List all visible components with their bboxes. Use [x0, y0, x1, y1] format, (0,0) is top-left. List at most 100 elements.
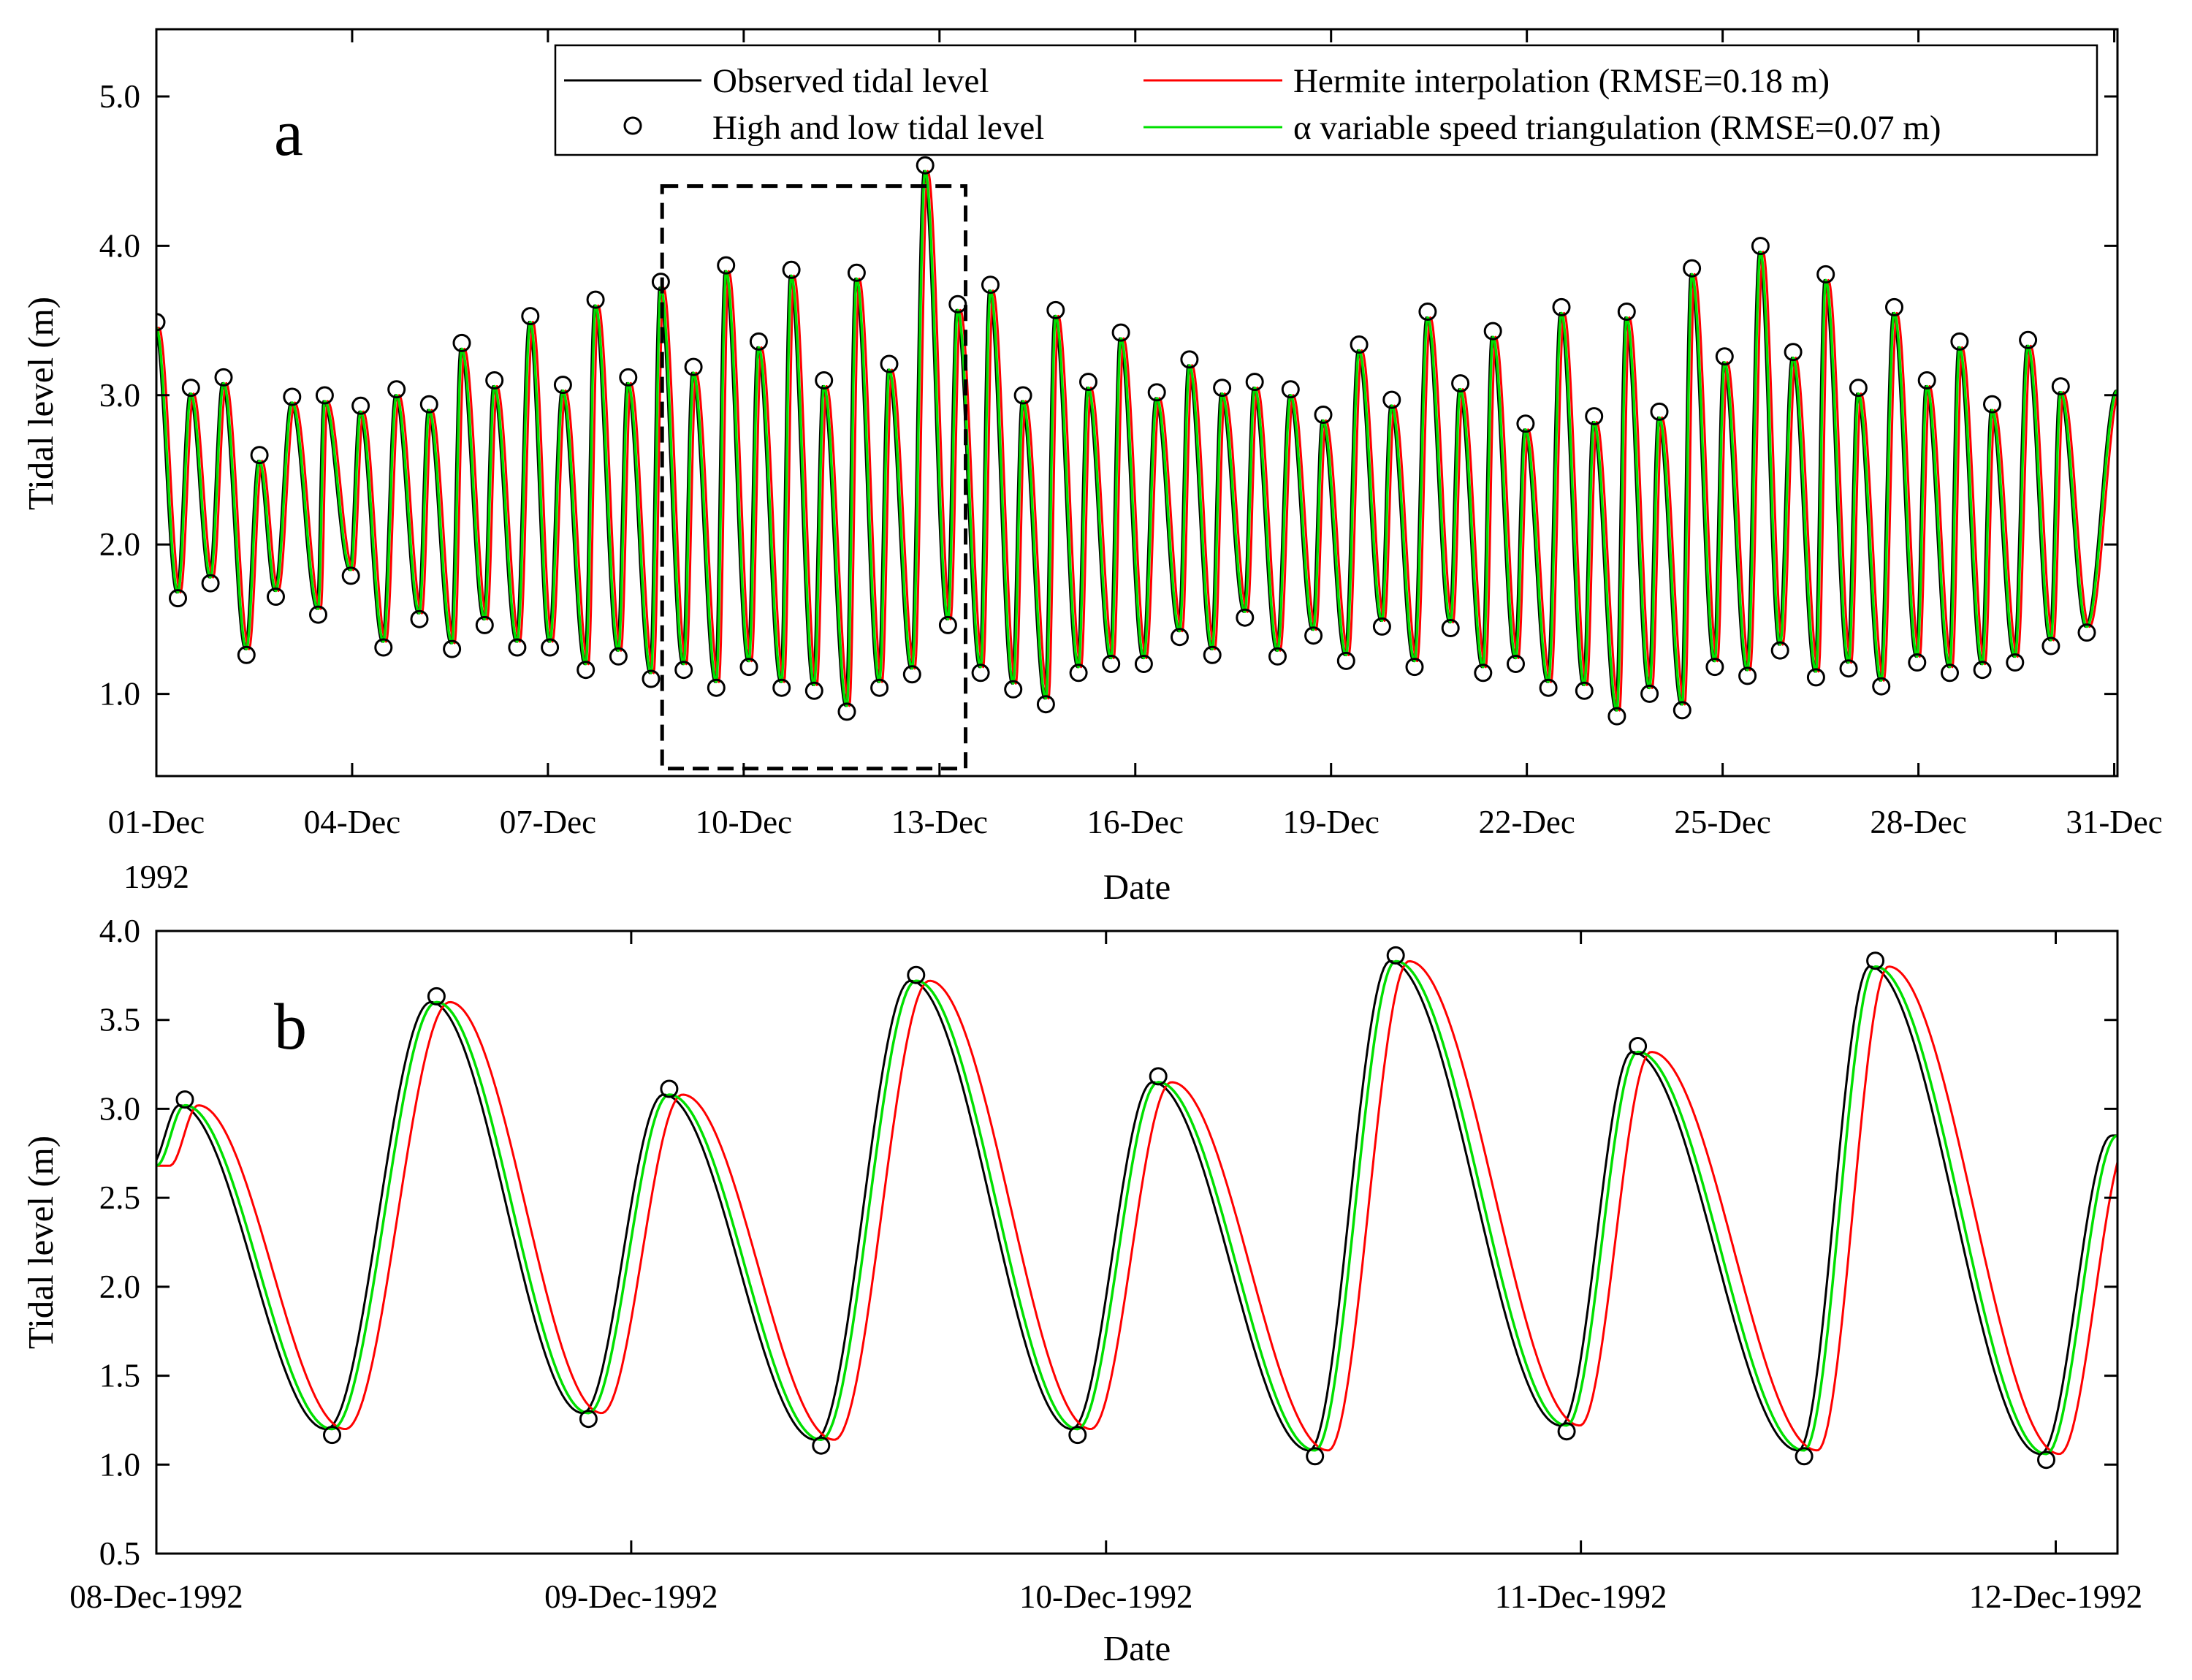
panel-a-extreme-marker [981, 275, 1000, 294]
panel-b-xtick-label: 09-Dec-1992 [544, 1578, 718, 1615]
panel-a-extreme-marker [452, 333, 471, 352]
panel-a-extreme-marker [1474, 664, 1493, 683]
panel-a-extreme-marker [374, 638, 393, 657]
panel-a-extreme-marker [902, 665, 921, 684]
panel-a-extreme-marker [1539, 678, 1558, 697]
panel-a-extreme-marker [521, 307, 540, 326]
panel-b-series-observed [156, 959, 2117, 1456]
panel-b-xtick-label: 11-Dec-1992 [1495, 1578, 1667, 1615]
panel-a-extreme-marker [717, 256, 736, 275]
panel-a-extreme-marker [1507, 655, 1525, 673]
panel-a-extreme-marker [609, 647, 628, 666]
panel-b-extreme-marker [1386, 946, 1405, 965]
panel-b-extreme-marker [175, 1090, 194, 1109]
panel-b-extreme-marker [812, 1436, 831, 1455]
panel-a-extreme-marker [485, 371, 504, 389]
panel-a-extreme-marker [1715, 347, 1734, 366]
panel-a-legend: Observed tidal level Hermite interpolati… [554, 44, 2098, 156]
panel-a-extreme-marker [1382, 390, 1401, 409]
panel-a-extreme-marker [2041, 636, 2060, 655]
panel-b-chart: 08-Dec-1992 09-Dec-1992 10-Dec-1992 11-Dec-… [20, 913, 2142, 1668]
panel-a-extreme-marker [1314, 406, 1333, 424]
panel-b-extreme-marker [1795, 1447, 1814, 1466]
panel-a-xtick-label: 16-Dec [1087, 804, 1184, 840]
panel-a-extreme-marker [1849, 379, 1868, 398]
panel-a-ytick-label: 5.0 [99, 78, 140, 115]
panel-a-extreme-marker [1784, 343, 1803, 362]
panel-b-ticks: 08-Dec-1992 09-Dec-1992 10-Dec-1992 11-Dec-… [69, 913, 2142, 1615]
panel-b-ytick-label: 1.5 [99, 1358, 140, 1394]
panel-a-extreme-marker [1451, 374, 1470, 393]
panel-b-axes-frame [155, 930, 2119, 1555]
panel-a-xtick-label: 13-Dec [891, 804, 988, 840]
panel-a-extreme-marker [1908, 653, 1927, 672]
panel-a-extreme-marker [267, 588, 285, 606]
panel-a-extreme-marker [1304, 626, 1323, 645]
panel-a-extreme-marker [1350, 335, 1369, 354]
panel-b-extreme-marker [427, 987, 446, 1006]
panel-a-extreme-marker [541, 638, 560, 657]
panel-a-extreme-marker [1004, 680, 1023, 699]
panel-a-extreme-marker [309, 605, 327, 624]
panel-a-extreme-marker [1171, 628, 1189, 647]
panel-a-extreme-marker [1983, 395, 2001, 414]
panel-a-extreme-marker [156, 313, 166, 332]
panel-a-extreme-marker [1950, 332, 1969, 351]
panel-a-extreme-marker [948, 294, 967, 313]
panel-a-extreme-marker [1336, 651, 1355, 670]
panel-a-extreme-marker [443, 639, 462, 658]
panel-a-extreme-marker [1839, 659, 1858, 678]
panel-a-extreme-marker [1036, 695, 1055, 714]
panel-a-extreme-marker [1013, 386, 1032, 405]
panel-a-extreme-marker [870, 678, 889, 697]
panel-a-extreme-marker [1672, 701, 1691, 720]
panel-a-extreme-marker [1575, 681, 1594, 700]
panel-a-extreme-marker [2051, 377, 2070, 396]
panel-a-extreme-marker [739, 658, 758, 677]
panel-a-extreme-marker [1585, 407, 1604, 426]
panel-b-extreme-marker [907, 965, 926, 984]
panel-b-plot-area [156, 946, 2117, 1470]
panel-a-xlabel: Date [1103, 867, 1171, 907]
legend-observed-label: Observed tidal level [712, 62, 989, 100]
panel-a-extreme-marker [341, 566, 360, 585]
panel-b-extreme-marker [1866, 951, 1885, 970]
panel-a-xtick-label: 10-Dec [696, 804, 792, 840]
panel-a-extreme-marker [2019, 330, 2038, 349]
panel-a-ytick-label: 1.0 [99, 676, 140, 712]
panel-a-extreme-marker [1552, 297, 1571, 316]
panel-a-xtick-label: 01-Dec [108, 804, 205, 840]
panel-a-ytick-label: 4.0 [99, 227, 140, 264]
panel-a-extreme-marker [1268, 647, 1287, 666]
panel-a-extreme-marker [586, 290, 605, 309]
panel-a-extreme-marker [1917, 371, 1936, 389]
panel-b-series-triangulation [156, 959, 2117, 1456]
panel-a-extreme-marker [1213, 379, 1232, 398]
panel-a-extreme-marker [351, 396, 370, 415]
panel-a-xtick-label: 28-Dec [1870, 804, 1966, 840]
panel-b-extreme-marker [2037, 1451, 2055, 1470]
panel-a-extreme-marker [1236, 608, 1255, 627]
panel-b-ytick-label: 3.0 [99, 1090, 140, 1127]
panel-a-xtick-label: 25-Dec [1674, 804, 1770, 840]
panel-a-extreme-marker [782, 260, 801, 279]
panel-a-xtick-label: 07-Dec [500, 804, 596, 840]
panel-a-ytick-label: 3.0 [99, 377, 140, 414]
panel-a-extreme-marker [1372, 617, 1391, 636]
panel-a-xtick-label: 22-Dec [1478, 804, 1575, 840]
panel-a-extreme-marker [508, 638, 527, 657]
panel-a-extreme-marker [1816, 265, 1835, 284]
panel-b-extreme-marker [1306, 1447, 1325, 1466]
legend-extremes-label: High and low tidal level [712, 109, 1044, 147]
panel-a-extreme-marker [1607, 707, 1626, 726]
panel-b-series-hermite [156, 959, 2117, 1456]
panel-b-extreme-marker [579, 1410, 598, 1429]
panel-b-extreme-marker [1149, 1067, 1168, 1086]
panel-a-extreme-marker [1483, 322, 1502, 341]
panel-a-extreme-marker [707, 678, 726, 697]
panel-a-extreme-marker [201, 574, 220, 593]
panel-b-letter: b [274, 991, 307, 1063]
panel-a-extreme-marker [576, 661, 595, 680]
panel-a-extreme-marker [1705, 658, 1724, 677]
panel-a-series-hermite [156, 170, 2117, 712]
